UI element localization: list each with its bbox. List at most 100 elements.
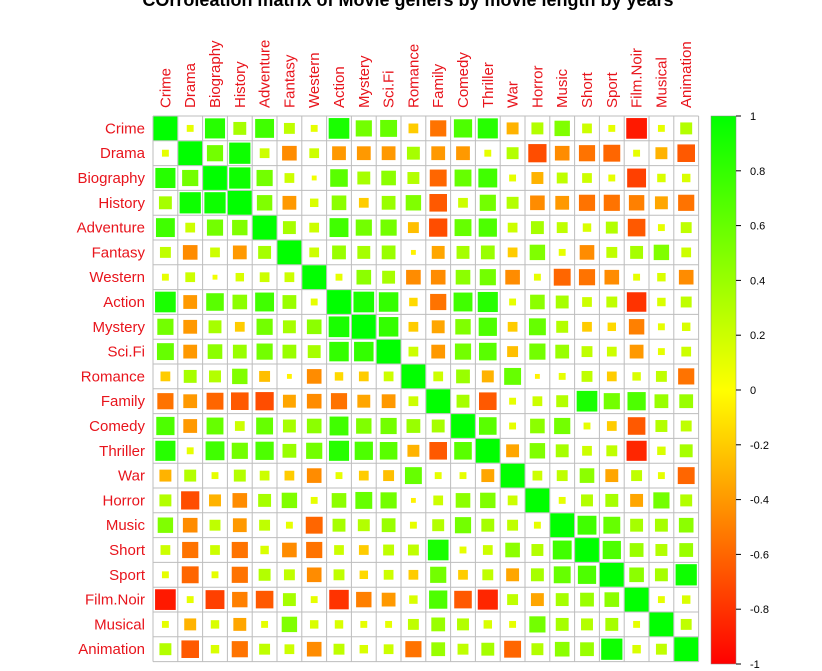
cell-horror-western	[310, 496, 318, 504]
row-label-horror: Horror	[102, 492, 145, 509]
cell-history-film-noir	[628, 195, 645, 211]
cell-war-mystery	[358, 470, 369, 481]
cell-thriller-war	[506, 444, 520, 458]
cell-short-mystery	[358, 545, 369, 555]
cell-short-comedy	[459, 546, 467, 554]
row-label-fantasy: Fantasy	[92, 244, 146, 261]
cell-comedy-comedy	[451, 414, 475, 438]
cell-crime-short	[582, 123, 592, 134]
cell-film-noir-sport	[604, 592, 620, 607]
cell-family-fantasy	[282, 394, 296, 408]
cell-crime-horror	[531, 122, 544, 135]
cell-sci-fi-sci-fi	[376, 339, 401, 364]
cell-comedy-war	[509, 422, 517, 430]
row-label-drama: Drama	[100, 145, 146, 162]
cell-sport-short	[577, 565, 597, 584]
cell-fantasy-crime	[159, 246, 171, 258]
cell-adventure-family	[429, 218, 448, 237]
cell-adventure-western	[309, 222, 320, 233]
cell-sport-family	[430, 566, 447, 583]
cell-history-history	[227, 190, 252, 215]
cell-western-romance	[406, 269, 421, 285]
cell-sci-fi-western	[307, 345, 321, 359]
cell-sport-horror	[530, 568, 544, 582]
cell-animation-action	[333, 643, 345, 655]
cell-family-mystery	[357, 394, 371, 408]
cell-music-musical	[654, 518, 668, 532]
cell-mystery-mystery	[351, 314, 376, 339]
cell-mystery-horror	[528, 318, 546, 336]
column-label-horror: Horror	[529, 65, 546, 108]
cell-sci-fi-music	[555, 344, 570, 359]
cell-film-noir-mystery	[356, 591, 372, 608]
matrix-cells	[153, 116, 699, 662]
cell-biography-short	[582, 173, 592, 183]
cell-fantasy-romance	[410, 249, 416, 255]
cell-war-musical	[657, 472, 665, 480]
cell-crime-history	[233, 121, 247, 135]
cell-music-sport	[603, 516, 621, 534]
cell-mystery-sci-fi	[378, 317, 399, 337]
cell-crime-music	[554, 120, 570, 137]
cell-music-fantasy	[285, 521, 293, 529]
row-label-sci-fi: Sci.Fi	[108, 344, 146, 361]
cell-adventure-comedy	[454, 219, 472, 237]
cell-music-short	[577, 515, 597, 535]
cell-film-noir-crime	[155, 589, 176, 610]
cell-mystery-adventure	[256, 318, 273, 335]
cell-music-drama	[182, 517, 198, 533]
cell-biography-thriller	[478, 168, 498, 188]
cell-biography-drama	[182, 169, 199, 187]
cell-music-film-noir	[630, 518, 644, 532]
cell-horror-sci-fi	[380, 492, 397, 509]
cell-sci-fi-history	[232, 344, 247, 359]
cell-history-animation	[678, 194, 695, 211]
cell-drama-drama	[178, 141, 203, 166]
cell-sci-fi-adventure	[256, 343, 273, 360]
cell-biography-music	[556, 172, 568, 184]
cell-action-biography	[206, 293, 224, 311]
cell-crime-fantasy	[283, 122, 295, 134]
cell-romance-western	[306, 369, 322, 384]
cell-music-biography	[209, 519, 221, 531]
cell-adventure-sport	[605, 221, 618, 234]
cell-sci-fi-musical	[657, 348, 665, 356]
cell-war-thriller	[481, 469, 495, 483]
cell-drama-sci-fi	[381, 146, 396, 161]
cell-war-animation	[677, 467, 695, 485]
cell-romance-sport	[606, 371, 617, 382]
legend-tick-label: 0.6	[750, 221, 765, 233]
cell-romance-animation	[678, 368, 695, 385]
cell-sci-fi-fantasy	[282, 344, 297, 359]
cell-short-film-noir	[629, 543, 644, 557]
cell-thriller-adventure	[255, 441, 274, 460]
cell-horror-biography	[209, 494, 221, 507]
cell-music-music	[550, 513, 575, 538]
cell-biography-comedy	[454, 169, 472, 187]
cell-mystery-thriller	[478, 317, 497, 336]
cell-short-horror	[531, 544, 544, 556]
legend-tick-label: -0.2	[750, 440, 769, 452]
cell-animation-romance	[405, 641, 422, 658]
cell-horror-sport	[605, 493, 619, 507]
cell-comedy-history	[234, 421, 245, 431]
cell-action-romance	[409, 297, 418, 307]
cell-film-noir-sci-fi	[381, 592, 396, 607]
cell-drama-comedy	[456, 146, 470, 161]
cell-sport-thriller	[482, 569, 494, 581]
cell-sport-sport	[599, 562, 624, 587]
cell-fantasy-music	[558, 248, 566, 256]
cell-comedy-horror	[530, 418, 545, 434]
cell-history-western	[309, 198, 319, 208]
cell-war-war	[500, 463, 525, 488]
cell-history-sport	[603, 194, 620, 211]
cell-film-noir-biography	[205, 590, 225, 610]
cell-comedy-animation	[680, 420, 692, 432]
cell-action-fantasy	[282, 295, 297, 309]
cell-adventure-thriller	[478, 218, 497, 237]
cell-animation-crime	[159, 643, 172, 656]
cell-sci-fi-action	[329, 341, 349, 362]
cell-crime-western	[310, 124, 318, 132]
color-legend: 1 0.8 0.6 0.4 0.2 0 -0.2 -0.4 -0.6 -0.8 -1	[710, 111, 769, 671]
cell-horror-history	[232, 493, 248, 508]
